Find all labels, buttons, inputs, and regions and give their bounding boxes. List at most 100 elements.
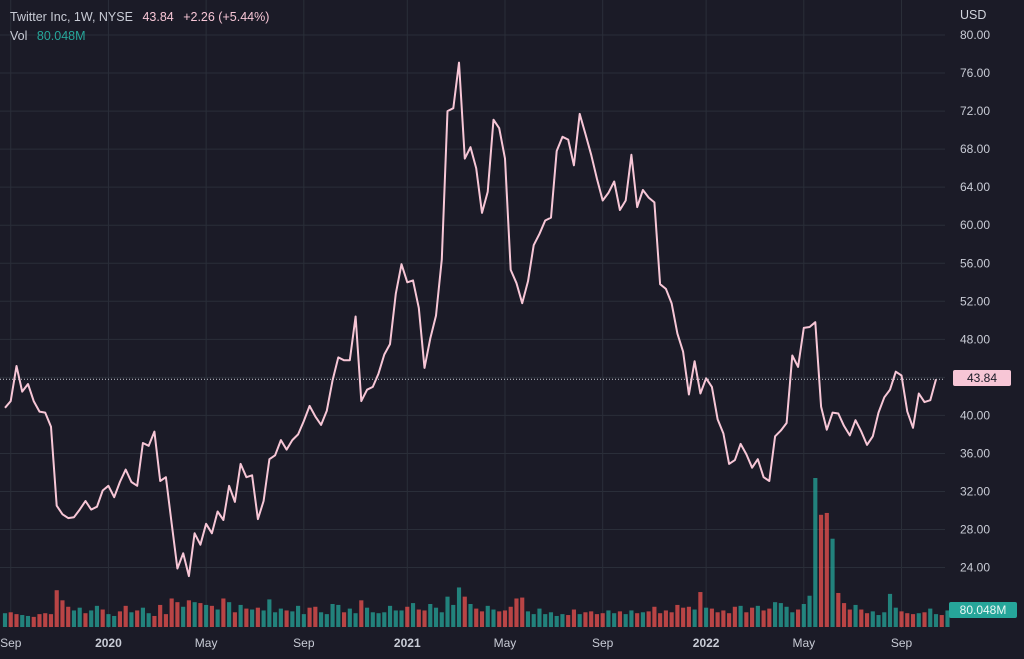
volume-bar <box>514 598 519 627</box>
volume-bar <box>48 614 54 627</box>
volume-bar <box>169 598 174 627</box>
last-price-tag: 43.84 <box>953 370 1011 386</box>
volume-bar <box>715 612 720 627</box>
volume-bar <box>623 614 628 627</box>
y-tick-label: 64.00 <box>960 180 990 194</box>
volume-bar <box>117 611 123 627</box>
volume-bar <box>290 611 295 627</box>
volume-bar <box>755 605 760 627</box>
x-tick-label: May <box>792 636 815 650</box>
volume-bar <box>387 605 393 627</box>
volume-bar <box>347 608 352 627</box>
volume-bar <box>531 614 536 627</box>
volume-bar <box>738 605 743 627</box>
volume-bar <box>135 610 140 627</box>
volume-bar <box>841 603 847 627</box>
currency-label: USD <box>960 8 987 22</box>
volume-bar <box>451 604 456 627</box>
volume-bar <box>652 606 657 627</box>
legend-volume-value: 80.048M <box>36 29 86 43</box>
volume-bar <box>462 596 467 627</box>
volume-bar <box>778 603 783 627</box>
volume-bar <box>209 605 214 627</box>
legend-volume-label: Vol <box>10 29 28 43</box>
volume-bar <box>520 597 525 627</box>
volume-bar <box>204 604 209 627</box>
volume-bar <box>94 605 100 627</box>
volume-bar <box>399 610 404 627</box>
x-tick-label: May <box>494 636 517 650</box>
volume-bars <box>2 478 950 627</box>
y-tick-label: 48.00 <box>960 332 990 346</box>
volume-bar <box>71 610 77 627</box>
y-tick-label: 56.00 <box>960 256 990 270</box>
volume-bar <box>560 614 565 627</box>
legend-symbol: Twitter Inc, 1W, NYSE <box>10 10 133 24</box>
volume-bar <box>192 602 197 627</box>
y-tick-label: 32.00 <box>960 484 990 498</box>
volume-bar <box>681 607 686 627</box>
volume-bar <box>876 615 881 627</box>
volume-bar <box>227 602 232 627</box>
volume-bar <box>502 610 508 627</box>
volume-bar <box>807 595 812 627</box>
volume-bar <box>864 613 870 627</box>
volume-bar <box>698 592 703 627</box>
price-line[interactable] <box>4 61 937 578</box>
volume-bar <box>669 612 674 627</box>
volume-bar <box>163 614 168 627</box>
volume-bar <box>933 614 939 627</box>
volume-bar <box>859 609 864 627</box>
volume-bar <box>83 613 88 627</box>
volume-bar <box>445 596 450 627</box>
volume-bar <box>296 605 301 627</box>
volume-bar <box>77 607 82 627</box>
volume-bar <box>416 609 421 627</box>
volume-bar <box>319 612 324 627</box>
volume-bar <box>428 604 433 627</box>
volume-bar <box>784 606 789 627</box>
volume-bar <box>801 604 806 627</box>
volume-bar <box>382 612 387 627</box>
legend-symbol-row: Twitter Inc, 1W, NYSE 43.84 +2.26 (+5.44… <box>10 8 269 27</box>
volume-bar <box>106 614 111 627</box>
volume-bar <box>353 613 358 627</box>
volume-bar <box>37 614 42 627</box>
volume-bar <box>577 614 582 627</box>
volume-bar <box>112 615 117 627</box>
volume-bar <box>140 607 145 627</box>
volume-bar <box>692 609 697 627</box>
volume-bar <box>617 611 622 627</box>
volume-bar <box>589 611 594 627</box>
volume-bar <box>566 615 571 627</box>
x-tick-label: May <box>195 636 218 650</box>
volume-bar <box>612 613 617 627</box>
volume-bar <box>60 600 65 627</box>
volume-bar <box>905 613 910 627</box>
x-tick-label: Sep <box>293 636 315 650</box>
volume-bar <box>393 610 398 627</box>
volume-bar <box>301 614 306 627</box>
volume-bar <box>198 603 203 627</box>
volume-bar <box>359 600 364 627</box>
volume-bar <box>744 612 749 627</box>
volume-bar <box>537 608 542 627</box>
volume-bar <box>571 609 577 627</box>
volume-bar <box>824 512 829 627</box>
volume-bar <box>646 611 651 627</box>
chart-legend: Twitter Inc, 1W, NYSE 43.84 +2.26 (+5.44… <box>10 8 269 46</box>
time-axis[interactable]: Sep 2020 May Sep 2021 May Sep 2022 May Sep <box>0 636 912 650</box>
volume-bar <box>709 608 714 627</box>
volume-bar <box>2 613 8 627</box>
x-tick-label: 2022 <box>693 636 720 650</box>
volume-bar <box>100 609 105 627</box>
price-axis[interactable]: 80.00 76.00 72.00 68.00 64.00 60.00 56.00 52.00… <box>960 28 990 575</box>
y-tick-label: 36.00 <box>960 446 990 460</box>
volume-bar <box>255 607 260 627</box>
volume-bar <box>284 610 289 627</box>
volume-bar <box>439 612 444 627</box>
volume-bar <box>594 614 600 627</box>
y-tick-label: 80.00 <box>960 28 990 42</box>
volume-bar <box>175 602 180 627</box>
